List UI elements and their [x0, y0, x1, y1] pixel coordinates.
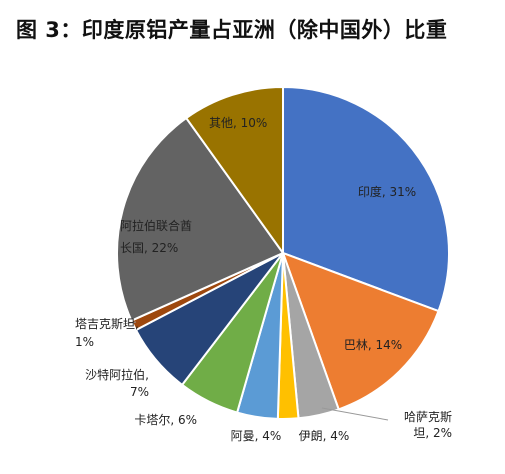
slice-label-8: 塔吉克斯坦, 1% — [75, 317, 139, 349]
chart-title: 图 3：印度原铝产量占亚洲（除中国外）比重 — [16, 18, 448, 42]
slice-labels: 印度, 31% 巴林, 14% 哈萨克斯坦, 2% 伊朗, 4% 阿曼, 4% 卡塔尔, … — [75, 116, 452, 443]
slice-label-1: 印度, 31% — [358, 184, 416, 199]
slice-label-2: 巴林, 14% — [344, 338, 402, 352]
pie-slice-9 — [116, 116, 285, 323]
slice-label-5: 阿曼, 4% — [231, 429, 282, 443]
pie-slices — [116, 85, 450, 421]
slice-label-4: 伊朗, 4% — [299, 429, 350, 443]
pie-slice-1 — [282, 85, 450, 313]
slice-label-9: 阿拉伯联合酋长国, 22% — [120, 218, 192, 255]
pie-slice-2 — [281, 251, 440, 411]
slice-label-7: 沙特阿拉伯, 7% — [85, 367, 149, 399]
slice-label-6: 卡塔尔, 6% — [134, 412, 197, 427]
slice-label-10: 其他, 10% — [209, 116, 267, 130]
leader-lines — [122, 321, 389, 421]
leader-line-3 — [321, 407, 389, 421]
pie-slice-10 — [184, 85, 284, 257]
leader-line-8 — [122, 321, 137, 325]
slice-label-3: 哈萨克斯坦, 2% — [404, 410, 452, 440]
